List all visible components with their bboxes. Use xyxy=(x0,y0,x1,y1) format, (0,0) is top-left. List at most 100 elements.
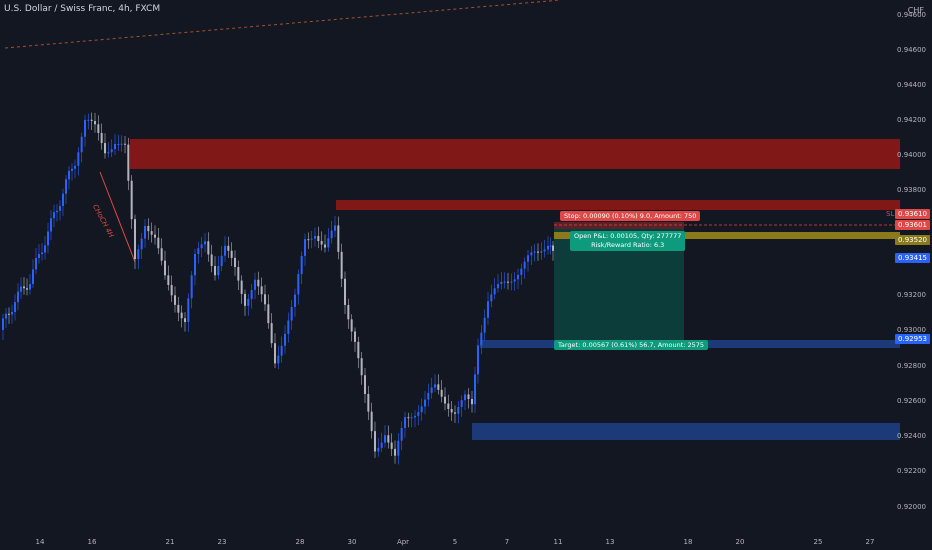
time-tick: 7 xyxy=(504,538,510,546)
candle-body xyxy=(237,267,240,281)
candle-body xyxy=(164,260,166,276)
time-tick: 20 xyxy=(735,538,745,546)
time-tick: 23 xyxy=(217,538,227,546)
candle-body xyxy=(447,403,450,410)
candle-body xyxy=(300,255,303,275)
candle-body xyxy=(471,399,473,405)
candle-body xyxy=(180,312,183,319)
price-tick: 0.94400 xyxy=(897,81,926,89)
currency-label: CHF xyxy=(907,6,924,15)
rr-text: Risk/Reward Ratio: 6.3 xyxy=(591,241,665,249)
candle-body xyxy=(114,143,116,150)
candle-body xyxy=(71,168,73,171)
candle-body xyxy=(327,238,330,248)
time-tick: 18 xyxy=(683,538,693,546)
candle-body xyxy=(220,255,223,266)
candle-body xyxy=(20,286,22,292)
candle-body xyxy=(364,375,366,395)
chart-title: U.S. Dollar / Swiss Franc, 4h, FXCM xyxy=(4,4,161,14)
candle-body xyxy=(14,302,16,312)
candle-body xyxy=(244,293,246,306)
candle-body xyxy=(497,284,499,289)
candle-body xyxy=(50,218,52,232)
candle-body xyxy=(314,235,316,239)
candle-body xyxy=(107,152,110,154)
candle-body xyxy=(194,254,196,276)
candle-body xyxy=(287,320,290,334)
candle-body xyxy=(214,265,216,276)
stop-label[interactable]: Stop: 0.00090 (0.10%) 9.0, Amount: 750 xyxy=(560,211,701,221)
candle-body xyxy=(157,237,160,249)
candle-body xyxy=(2,318,4,330)
mid-price-tag: 0.93520 xyxy=(895,235,930,245)
candle-body xyxy=(90,119,93,121)
price-tick: 0.94600 xyxy=(897,46,926,54)
candle-body xyxy=(552,245,554,251)
trendline[interactable] xyxy=(4,0,561,49)
candle-body xyxy=(44,245,46,253)
candle-body xyxy=(520,268,523,275)
candle-body xyxy=(307,239,310,241)
candle-body xyxy=(270,323,273,344)
candle-body xyxy=(397,440,400,456)
pnl-text: Open P&L: 0.00105, Qty: 277777 xyxy=(574,232,682,240)
candle-body xyxy=(227,245,230,251)
candle-body xyxy=(94,120,96,125)
candle-body xyxy=(210,254,213,266)
candle-body xyxy=(53,212,55,219)
candle-body xyxy=(120,143,123,145)
candle-body xyxy=(17,291,19,303)
entry-band xyxy=(554,232,900,239)
candle-body xyxy=(324,244,326,248)
candle-body xyxy=(187,298,190,323)
candle-body xyxy=(59,205,61,211)
candle-body xyxy=(377,447,380,452)
candle-body xyxy=(65,179,67,194)
candle-body xyxy=(460,400,463,407)
candle-body xyxy=(370,411,373,432)
candle-body xyxy=(11,311,13,315)
choch-arrow[interactable] xyxy=(99,171,136,263)
price-tick: 0.92800 xyxy=(897,362,926,370)
candle-body xyxy=(320,241,323,245)
candle-body xyxy=(23,286,25,289)
candle-body xyxy=(5,313,7,319)
candle-body xyxy=(184,318,186,323)
candle-body xyxy=(230,250,233,258)
time-tick: 28 xyxy=(295,538,305,546)
candle-body xyxy=(177,304,180,313)
candle-body xyxy=(510,281,513,283)
time-tick: 14 xyxy=(35,538,45,546)
target-label[interactable]: Target: 0.00567 (0.61%) 56.7, Amount: 25… xyxy=(554,340,709,350)
candle-body xyxy=(134,219,136,260)
demand-zone-lower xyxy=(472,423,900,440)
candle-body xyxy=(137,249,140,260)
candle-body xyxy=(424,399,426,407)
entry-price-tag: 0.93601 xyxy=(895,220,930,230)
candle-body xyxy=(130,180,133,220)
time-tick: 16 xyxy=(87,538,97,546)
candle-body xyxy=(400,427,403,441)
candle-body xyxy=(390,442,393,449)
candle-body xyxy=(32,269,34,285)
candle-body xyxy=(260,286,263,295)
candle-body xyxy=(430,387,433,393)
candle-body xyxy=(507,281,509,283)
candle-body xyxy=(174,295,176,305)
price-tick: 0.94200 xyxy=(897,116,926,124)
candle-body xyxy=(264,294,266,305)
time-tick: 13 xyxy=(605,538,615,546)
candle-body xyxy=(540,251,543,253)
candle-body xyxy=(444,396,446,404)
candle-body xyxy=(297,274,300,295)
pnl-label[interactable]: Open P&L: 0.00105, Qty: 277777 Risk/Rewa… xyxy=(570,231,686,251)
candle-body xyxy=(464,394,466,401)
candle-body xyxy=(97,124,100,133)
candle-body xyxy=(240,280,243,294)
candle-body xyxy=(493,288,496,295)
candles xyxy=(2,112,554,465)
candle-body xyxy=(380,442,383,448)
candle-body xyxy=(317,235,320,242)
candle-body xyxy=(217,265,220,276)
